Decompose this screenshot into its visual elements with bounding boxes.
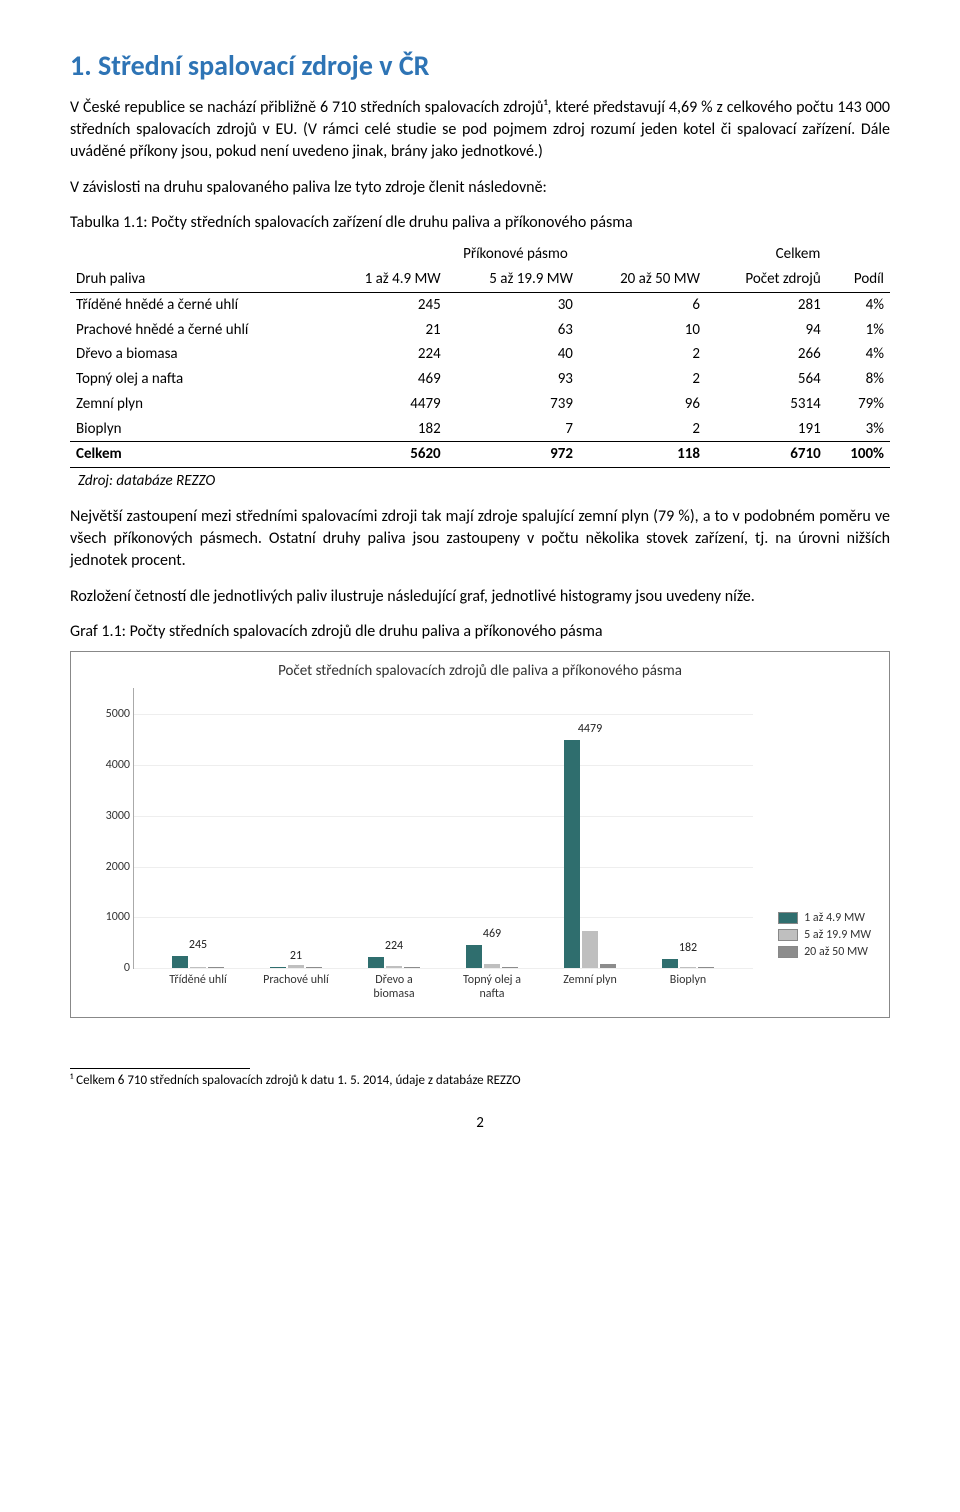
table-col-5: Podíl xyxy=(827,267,890,292)
legend-item: 20 až 50 MW xyxy=(778,945,871,959)
paragraph-3: Největší zastoupení mezi středními spalo… xyxy=(70,506,890,572)
paragraph-1: V České republice se nachází přibližně 6… xyxy=(70,97,890,163)
table-row: Zemní plyn447973996531479% xyxy=(70,392,890,417)
table-row: Prachové hnědé a černé uhlí216310941% xyxy=(70,318,890,343)
chart-ytick: 5000 xyxy=(90,707,130,721)
data-table: Příkonové pásmo Celkem Druh paliva1 až 4… xyxy=(70,242,890,468)
footnote: ¹ Celkem 6 710 středních spalovacích zdr… xyxy=(70,1073,890,1088)
chart-ytick: 1000 xyxy=(90,910,130,924)
chart-bar xyxy=(466,945,482,969)
table-col-0: Druh paliva xyxy=(70,267,325,292)
table-row: Bioplyn182721913% xyxy=(70,417,890,442)
legend-label: 20 až 50 MW xyxy=(804,945,868,959)
legend-swatch xyxy=(778,912,798,924)
chart-x-label: Dřevo abiomasa xyxy=(349,968,439,1002)
table-col-1: 1 až 4.9 MW xyxy=(325,267,447,292)
chart-bar-label: 224 xyxy=(364,939,424,953)
legend-item: 1 až 4.9 MW xyxy=(778,911,871,925)
chart-bar-label: 469 xyxy=(462,927,522,941)
table-row: Tříděné hnědé a černé uhlí2453062814% xyxy=(70,292,890,317)
table-total-row: Celkem56209721186710100% xyxy=(70,442,890,468)
chart-bar xyxy=(368,957,384,968)
page-heading: 1. Střední spalovací zdroje v ČR xyxy=(70,48,890,83)
chart-bar xyxy=(564,740,580,968)
chart-ytick: 3000 xyxy=(90,809,130,823)
chart-bar xyxy=(172,956,188,968)
page-number: 2 xyxy=(70,1114,890,1132)
footnote-rule xyxy=(70,1068,250,1069)
chart-title: Počet středních spalovacích zdrojů dle p… xyxy=(87,662,873,680)
chart-ytick: 4000 xyxy=(90,758,130,772)
chart-gridline xyxy=(134,714,753,715)
chart-caption: Graf 1.1: Počty středních spalovacích zd… xyxy=(70,622,890,641)
chart-bar xyxy=(662,959,678,968)
chart-gridline xyxy=(134,867,753,868)
legend-item: 5 až 19.9 MW xyxy=(778,928,871,942)
chart-gridline xyxy=(134,765,753,766)
chart-bar xyxy=(582,931,598,969)
legend-label: 1 až 4.9 MW xyxy=(804,911,865,925)
chart-x-label: Zemní plyn xyxy=(545,968,635,988)
chart-gridline xyxy=(134,917,753,918)
paragraph-2: V závislosti na druhu spalovaného paliva… xyxy=(70,177,890,199)
table-source: Zdroj: databáze REZZO xyxy=(78,472,890,490)
table-group-2: Celkem xyxy=(706,242,890,267)
bar-chart: Počet středních spalovacích zdrojů dle p… xyxy=(70,651,890,1018)
table-group-1: Příkonové pásmo xyxy=(325,242,706,267)
chart-x-label: Bioplyn xyxy=(643,968,733,988)
chart-bar-label: 245 xyxy=(168,938,228,952)
chart-bar-label: 4479 xyxy=(560,722,620,736)
chart-gridline xyxy=(134,816,753,817)
chart-x-label: Prachové uhlí xyxy=(251,968,341,988)
chart-bar-label: 21 xyxy=(266,949,326,963)
chart-legend: 1 až 4.9 MW 5 až 19.9 MW 20 až 50 MW xyxy=(778,908,871,962)
table-row: Dřevo a biomasa2244022664% xyxy=(70,342,890,367)
legend-swatch xyxy=(778,929,798,941)
legend-swatch xyxy=(778,946,798,958)
table-row: Topný olej a nafta4699325648% xyxy=(70,367,890,392)
table-col-3: 20 až 50 MW xyxy=(579,267,706,292)
legend-label: 5 až 19.9 MW xyxy=(804,928,871,942)
chart-ytick: 0 xyxy=(90,961,130,975)
chart-x-label: Topný olej anafta xyxy=(447,968,537,1002)
table-col-4: Počet zdrojů xyxy=(706,267,827,292)
paragraph-4: Rozložení četností dle jednotlivých pali… xyxy=(70,586,890,608)
table-caption: Tabulka 1.1: Počty středních spalovacích… xyxy=(70,213,890,232)
chart-x-label: Tříděné uhlí xyxy=(153,968,243,988)
table-col-2: 5 až 19.9 MW xyxy=(447,267,579,292)
chart-ytick: 2000 xyxy=(90,860,130,874)
chart-bar-label: 182 xyxy=(658,941,718,955)
